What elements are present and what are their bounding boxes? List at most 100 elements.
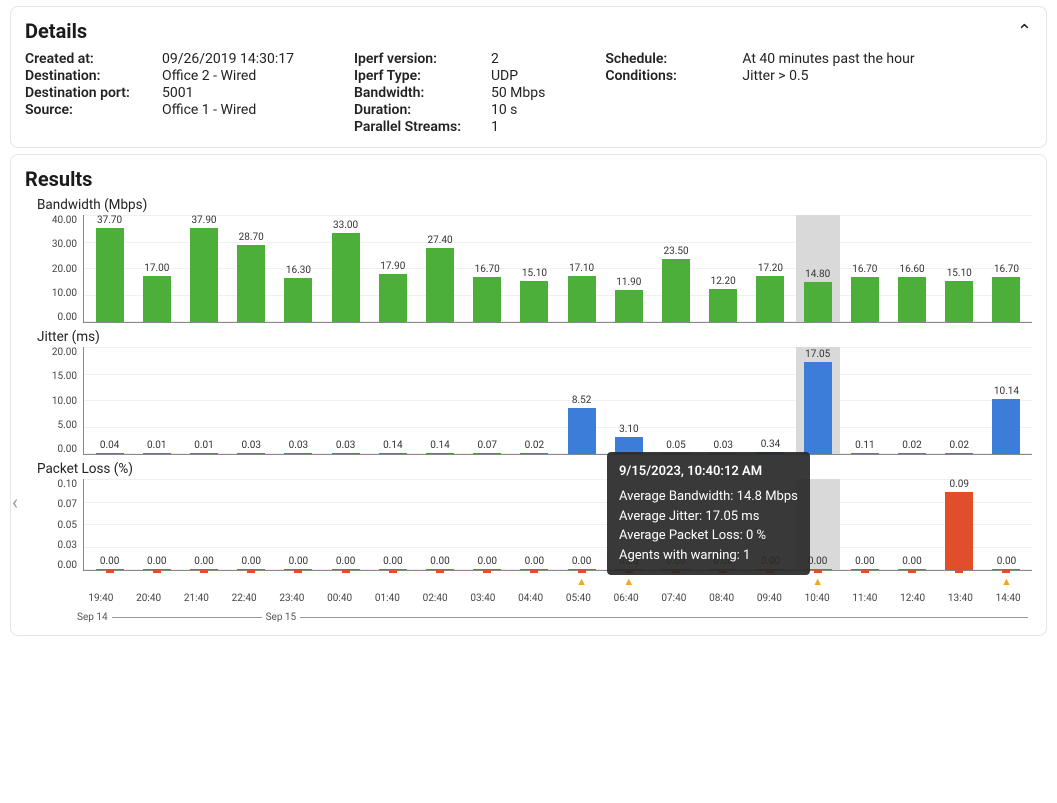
bar-slot[interactable]: 0.00 xyxy=(86,479,133,570)
bar-slot[interactable]: 33.00 xyxy=(322,215,369,322)
jitter-chart[interactable]: Jitter (ms)20.0015.0010.005.000.000.040.… xyxy=(37,329,1032,455)
bar-slot[interactable]: 27.40 xyxy=(416,215,463,322)
bar[interactable] xyxy=(379,453,407,454)
bar[interactable] xyxy=(756,569,784,570)
bar[interactable] xyxy=(190,453,218,454)
bar-slot[interactable]: 37.70 xyxy=(86,215,133,322)
bar-slot[interactable]: 0.00 xyxy=(180,479,227,570)
bar-slot[interactable]: 11.90 xyxy=(605,215,652,322)
bar-slot[interactable]: 0.00 xyxy=(700,479,747,570)
bar[interactable] xyxy=(992,569,1020,570)
bar[interactable] xyxy=(426,248,454,322)
bar[interactable] xyxy=(756,276,784,322)
bar[interactable] xyxy=(851,277,879,322)
bar-slot[interactable]: 17.90 xyxy=(369,215,416,322)
bar[interactable] xyxy=(756,452,784,454)
bar-slot[interactable]: 23.50 xyxy=(652,215,699,322)
bar-slot[interactable]: 0.00 xyxy=(511,479,558,570)
bar-slot[interactable]: 0.14 xyxy=(416,347,463,454)
bar[interactable] xyxy=(237,453,265,454)
bar-slot[interactable]: 0.00 xyxy=(464,479,511,570)
bar[interactable] xyxy=(898,453,926,454)
packetloss-chart[interactable]: Packet Loss (%)0.100.070.050.030.000.000… xyxy=(37,461,1032,571)
bar-slot[interactable]: 0.00▲ xyxy=(605,479,652,570)
bar-slot[interactable]: 0.00▲ xyxy=(794,479,841,570)
bar[interactable] xyxy=(284,569,312,570)
bar-slot[interactable]: 0.01 xyxy=(133,347,180,454)
bar-slot[interactable]: 17.00 xyxy=(133,215,180,322)
bar-slot[interactable]: 0.00▲ xyxy=(983,479,1030,570)
prev-page-chevron-icon[interactable]: ‹ xyxy=(12,490,18,514)
bar[interactable] xyxy=(473,453,501,454)
bar-slot[interactable]: 0.09 xyxy=(936,479,983,570)
plot-area[interactable]: 0.040.010.010.030.030.030.140.140.070.02… xyxy=(83,347,1032,455)
bar-slot[interactable]: 16.30 xyxy=(275,215,322,322)
plot-area[interactable]: 37.7017.0037.9028.7016.3033.0017.9027.40… xyxy=(83,215,1032,323)
bar[interactable] xyxy=(96,453,124,454)
bar[interactable] xyxy=(143,453,171,454)
bar-slot[interactable]: 0.00▲ xyxy=(558,479,605,570)
bar-slot[interactable]: 0.03 xyxy=(322,347,369,454)
bar[interactable] xyxy=(143,569,171,570)
bar[interactable] xyxy=(709,453,737,454)
bar-slot[interactable]: 17.10 xyxy=(558,215,605,322)
bar[interactable] xyxy=(851,569,879,570)
bar[interactable] xyxy=(851,453,879,454)
bar[interactable] xyxy=(709,569,737,570)
bar-slot[interactable]: 0.34 xyxy=(747,347,794,454)
bar[interactable] xyxy=(992,277,1020,322)
bar[interactable] xyxy=(804,282,832,322)
bar-slot[interactable]: 0.00 xyxy=(888,479,935,570)
bar-slot[interactable]: 0.03 xyxy=(228,347,275,454)
bar-slot[interactable]: 8.52 xyxy=(558,347,605,454)
bar[interactable] xyxy=(96,228,124,322)
bar-slot[interactable]: 15.10 xyxy=(511,215,558,322)
bar-slot[interactable]: 0.03 xyxy=(700,347,747,454)
bar-slot[interactable]: 0.02 xyxy=(511,347,558,454)
bar[interactable] xyxy=(615,437,643,454)
bar-slot[interactable]: 17.05 xyxy=(794,347,841,454)
bar-slot[interactable]: 0.00 xyxy=(228,479,275,570)
bar-slot[interactable]: 0.00 xyxy=(322,479,369,570)
bar[interactable] xyxy=(332,453,360,454)
warning-icon[interactable]: ▲ xyxy=(576,575,587,588)
bar-slot[interactable]: 0.00 xyxy=(652,479,699,570)
bar[interactable] xyxy=(804,569,832,570)
bar[interactable] xyxy=(284,453,312,454)
bar[interactable] xyxy=(945,281,973,322)
bar[interactable] xyxy=(520,453,548,454)
bar-slot[interactable]: 0.00 xyxy=(275,479,322,570)
bar-slot[interactable]: 0.00 xyxy=(841,479,888,570)
bar[interactable] xyxy=(96,569,124,570)
bar-slot[interactable]: 0.05 xyxy=(652,347,699,454)
bar-slot[interactable]: 16.70 xyxy=(983,215,1030,322)
bar[interactable] xyxy=(284,278,312,322)
bar[interactable] xyxy=(379,569,407,570)
bar[interactable] xyxy=(379,274,407,322)
bar[interactable] xyxy=(568,276,596,322)
bar-slot[interactable]: 16.70 xyxy=(841,215,888,322)
warning-icon[interactable]: ▲ xyxy=(623,575,634,588)
bar[interactable] xyxy=(568,569,596,570)
bar[interactable] xyxy=(473,277,501,322)
bar[interactable] xyxy=(520,281,548,322)
bar-slot[interactable]: 17.20 xyxy=(747,215,794,322)
bar-slot[interactable]: 0.00 xyxy=(747,479,794,570)
bar-slot[interactable]: 10.14 xyxy=(983,347,1030,454)
bar[interactable] xyxy=(662,259,690,322)
bar-slot[interactable]: 15.10 xyxy=(936,215,983,322)
bar[interactable] xyxy=(237,569,265,570)
bar[interactable] xyxy=(615,569,643,570)
bar[interactable] xyxy=(143,276,171,322)
bar-slot[interactable]: 12.20 xyxy=(700,215,747,322)
bar[interactable] xyxy=(426,569,454,570)
warning-icon[interactable]: ▲ xyxy=(1001,575,1012,588)
bar[interactable] xyxy=(332,569,360,570)
warning-icon[interactable]: ▲ xyxy=(812,575,823,588)
bar[interactable] xyxy=(332,233,360,322)
bar[interactable] xyxy=(898,277,926,322)
bar[interactable] xyxy=(615,290,643,322)
bar-slot[interactable]: 0.00 xyxy=(369,479,416,570)
bar-slot[interactable]: 0.07 xyxy=(464,347,511,454)
bar-slot[interactable]: 0.04 xyxy=(86,347,133,454)
